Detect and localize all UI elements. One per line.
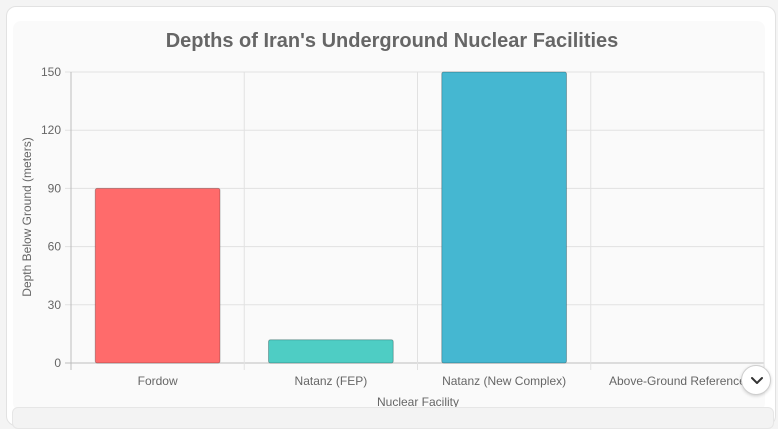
y-tick-label: 0: [54, 356, 61, 370]
x-tick-label: Natanz (FEP): [295, 374, 368, 388]
x-tick-label: Natanz (New Complex): [442, 374, 566, 388]
x-axis-label: Nuclear Facility: [377, 395, 459, 409]
scroll-down-button[interactable]: [741, 365, 771, 395]
y-axis-label: Depth Below Ground (meters): [20, 137, 34, 296]
y-tick-label: 120: [41, 123, 61, 137]
x-tick-labels: Fordow Natanz (FEP) Natanz (New Complex) Ab…: [138, 374, 746, 388]
chevron-down-icon: [751, 377, 763, 384]
y-tick-labels: 0 30 60 90 120 150: [41, 65, 61, 370]
x-tick-label: Above-Ground Reference: [609, 374, 746, 388]
y-tick-label: 60: [48, 240, 62, 254]
bar-chart: Depths of Iran's Underground Nuclear Fac…: [20, 30, 765, 409]
bar[interactable]: [441, 71, 567, 364]
bar[interactable]: [94, 187, 221, 364]
y-tick-label: 30: [48, 298, 62, 312]
chart-title: Depths of Iran's Underground Nuclear Fac…: [166, 30, 619, 52]
bar[interactable]: [268, 339, 394, 364]
bottom-panel: [12, 407, 774, 429]
bars: [94, 71, 567, 364]
x-tick-label: Fordow: [138, 374, 178, 388]
y-tick-label: 90: [48, 181, 62, 195]
grid-lines: [65, 71, 765, 370]
y-tick-label: 150: [41, 65, 61, 79]
